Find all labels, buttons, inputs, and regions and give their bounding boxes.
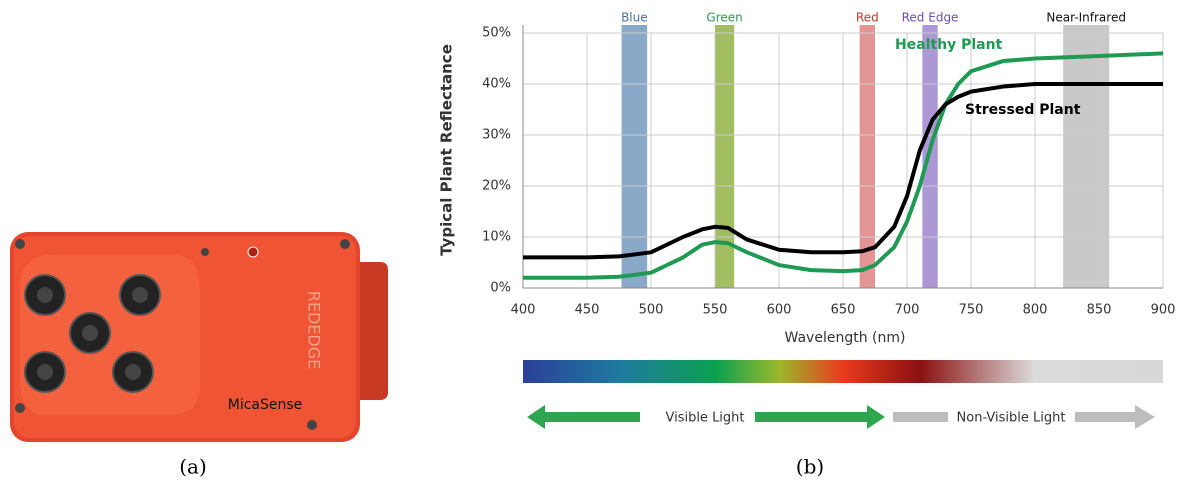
band (622, 25, 648, 288)
x-tick-label: 500 (639, 303, 664, 318)
y-tick-label: 30% (482, 128, 511, 143)
x-tick-label: 450 (575, 303, 600, 318)
camera-model: REDEDGE (305, 291, 324, 369)
x-tick-label: 550 (703, 303, 728, 318)
x-tick-label: 750 (959, 303, 984, 318)
x-tick-label: 400 (511, 303, 536, 318)
band-label: Red Edge (902, 11, 959, 25)
band-label: Blue (621, 11, 648, 25)
series-label: Healthy Plant (895, 37, 1003, 53)
band-label: Green (706, 11, 742, 25)
x-tick-label: 600 (767, 303, 792, 318)
x-tick-label: 650 (831, 303, 856, 318)
camera: MicaSense REDEDGE (10, 232, 388, 442)
x-tick-label: 850 (1087, 303, 1112, 318)
spectrum-label: Non-Visible Light (957, 411, 1066, 426)
band (715, 25, 734, 288)
spectrum-label: Visible Light (665, 411, 744, 426)
band-label: Near-Infrared (1046, 11, 1126, 25)
series-label: Stressed Plant (965, 102, 1081, 118)
y-tick-label: 10% (482, 230, 511, 245)
band-label: Red (856, 11, 879, 25)
figure: MicaSense REDEDGE (a) (b) Typical Plant … (0, 0, 1185, 486)
x-axis-label: Wavelength (nm) (785, 330, 906, 346)
camera-brand: MicaSense (228, 397, 303, 413)
y-tick-label: 0% (490, 281, 511, 296)
y-tick-label: 40% (482, 77, 511, 92)
y-tick-label: 50% (482, 26, 511, 41)
y-axis-label: Typical Plant Reflectance (438, 44, 456, 256)
x-tick-label: 800 (1023, 303, 1048, 318)
caption: (b) (796, 455, 824, 479)
band (1063, 25, 1109, 288)
x-tick-label: 700 (895, 303, 920, 318)
x-tick-label: 900 (1151, 303, 1176, 318)
y-tick-label: 20% (482, 179, 511, 194)
spectrum-bar (523, 360, 1163, 383)
caption: (a) (179, 455, 207, 479)
